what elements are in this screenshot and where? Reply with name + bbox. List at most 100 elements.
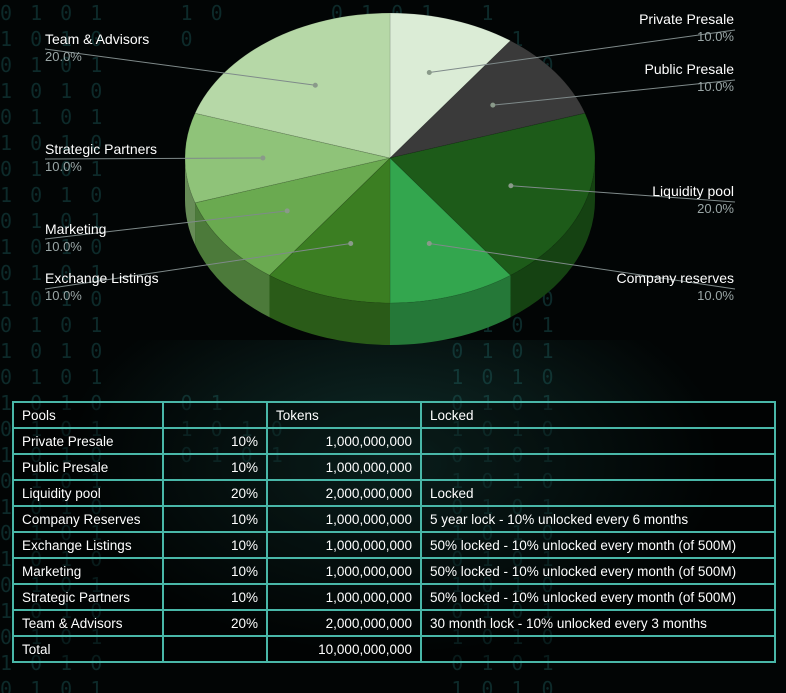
leader-dot-6 <box>260 155 266 161</box>
cell-locked <box>420 453 776 481</box>
label-name: Marketing <box>45 221 107 237</box>
table-row: Strategic Partners 10% 1,000,000,000 50%… <box>12 583 776 611</box>
label-marketing: Marketing 10.0% <box>45 221 106 255</box>
pie-slice-0 <box>389 12 512 159</box>
cell-pool: Strategic Partners <box>12 583 164 611</box>
table-row: Public Presale 10% 1,000,000,000 <box>12 453 776 481</box>
label-percent: 10.0% <box>45 159 82 174</box>
leader-dot-3 <box>426 240 432 246</box>
cell-tokens: 1,000,000,000 <box>266 453 422 481</box>
label-percent: 20.0% <box>45 49 82 64</box>
cell-locked: Locked <box>420 479 776 507</box>
allocation-table: Pools Tokens Locked Private Presale 10% … <box>12 401 776 663</box>
cell-locked <box>420 635 776 663</box>
label-public-presale: Public Presale 10.0% <box>645 61 735 95</box>
pie-slice-5 <box>194 157 392 276</box>
label-exchange-listings: Exchange Listings 10.0% <box>45 270 159 304</box>
cell-percent: 20% <box>162 479 268 507</box>
cell-pool: Public Presale <box>12 453 164 481</box>
leader-lines-group <box>44 29 736 290</box>
table-row: Team & Advisors 20% 2,000,000,000 30 mon… <box>12 609 776 637</box>
leader-line-2 <box>510 185 736 203</box>
cell-percent: 10% <box>162 427 268 455</box>
leader-line-4 <box>44 243 351 290</box>
pie-slice-3 <box>389 157 512 304</box>
table-row: Exchange Listings 10% 1,000,000,000 50% … <box>12 531 776 559</box>
cell-pool: Company Reserves <box>12 505 164 533</box>
label-percent: 10.0% <box>697 29 734 44</box>
cell-locked: 5 year lock - 10% unlocked every 6 month… <box>420 505 776 533</box>
leader-line-7 <box>44 48 316 86</box>
cell-locked: 30 month lock - 10% unlocked every 3 mon… <box>420 609 776 637</box>
pie-side-5 <box>195 202 270 318</box>
cell-tokens: 2,000,000,000 <box>266 609 422 637</box>
label-percent: 20.0% <box>697 201 734 216</box>
table-row: Company Reserves 10% 1,000,000,000 5 yea… <box>12 505 776 533</box>
cell-pool: Private Presale <box>12 427 164 455</box>
label-private-presale: Private Presale 10.0% <box>639 11 734 45</box>
cell-locked: 50% locked - 10% unlocked every month (o… <box>420 583 776 611</box>
cell-percent: 10% <box>162 583 268 611</box>
pie-slice-1 <box>388 40 586 159</box>
label-name: Company reserves <box>616 270 735 286</box>
table-row: Liquidity pool 20% 2,000,000,000 Locked <box>12 479 776 507</box>
cell-locked: 50% locked - 10% unlocked every month (o… <box>420 557 776 585</box>
cell-tokens: 1,000,000,000 <box>266 531 422 559</box>
label-name: Exchange Listings <box>45 270 159 286</box>
header-locked: Locked <box>420 401 776 429</box>
label-liquidity-pool: Liquidity pool 20.0% <box>652 183 734 217</box>
cell-tokens: 10,000,000,000 <box>266 635 422 663</box>
cell-percent: 10% <box>162 531 268 559</box>
pie-side-3 <box>390 275 511 345</box>
cell-percent: 10% <box>162 505 268 533</box>
cell-tokens: 1,000,000,000 <box>266 557 422 585</box>
cell-percent: 10% <box>162 453 268 481</box>
leader-line-5 <box>44 210 288 240</box>
label-name: Private Presale <box>639 11 734 27</box>
cell-pool: Marketing <box>12 557 164 585</box>
label-percent: 10.0% <box>45 239 82 254</box>
leader-dot-0 <box>426 70 432 76</box>
cell-percent: 10% <box>162 557 268 585</box>
label-team-advisors: Team & Advisors 20.0% <box>45 31 149 65</box>
leader-dot-4 <box>348 240 354 246</box>
leader-line-6 <box>44 157 263 160</box>
cell-tokens: 1,000,000,000 <box>266 505 422 533</box>
label-percent: 10.0% <box>697 288 734 303</box>
label-company-reserves: Company reserves 10.0% <box>617 270 735 304</box>
label-name: Team & Advisors <box>45 31 150 47</box>
cell-percent: 20% <box>162 609 268 637</box>
cell-tokens: 1,000,000,000 <box>266 427 422 455</box>
pie-side-4 <box>269 275 390 345</box>
cell-locked <box>420 427 776 455</box>
cell-tokens: 2,000,000,000 <box>266 479 422 507</box>
pie-depth-group <box>185 158 595 345</box>
table-header-row: Pools Tokens Locked <box>12 401 776 429</box>
cell-pool: Total <box>12 635 164 663</box>
pie-top-group <box>184 12 596 304</box>
leader-line-0 <box>429 29 736 73</box>
cell-tokens: 1,000,000,000 <box>266 583 422 611</box>
leader-line-3 <box>429 243 736 290</box>
cell-pool: Liquidity pool <box>12 479 164 507</box>
leader-dot-2 <box>508 183 514 189</box>
table-row: Private Presale 10% 1,000,000,000 <box>12 427 776 455</box>
cell-locked: 50% locked - 10% unlocked every month (o… <box>420 531 776 559</box>
cell-pool: Exchange Listings <box>12 531 164 559</box>
leader-dot-5 <box>284 208 290 214</box>
label-name: Public Presale <box>644 61 735 77</box>
cell-percent <box>162 635 268 663</box>
header-pools: Pools <box>12 401 164 429</box>
leader-line-1 <box>492 79 736 106</box>
table-total-row: Total 10,000,000,000 <box>12 635 776 663</box>
pie-slice-4 <box>268 157 391 304</box>
header-tokens: Tokens <box>266 401 422 429</box>
leader-dot-1 <box>490 102 496 108</box>
pie-slice-2 <box>389 112 596 276</box>
pie-side-6 <box>185 158 196 245</box>
label-percent: 10.0% <box>697 79 734 94</box>
label-name: Strategic Partners <box>45 141 158 157</box>
pie-slice-7 <box>194 12 391 159</box>
pie-chart <box>44 12 736 345</box>
leader-dot-7 <box>312 82 318 88</box>
